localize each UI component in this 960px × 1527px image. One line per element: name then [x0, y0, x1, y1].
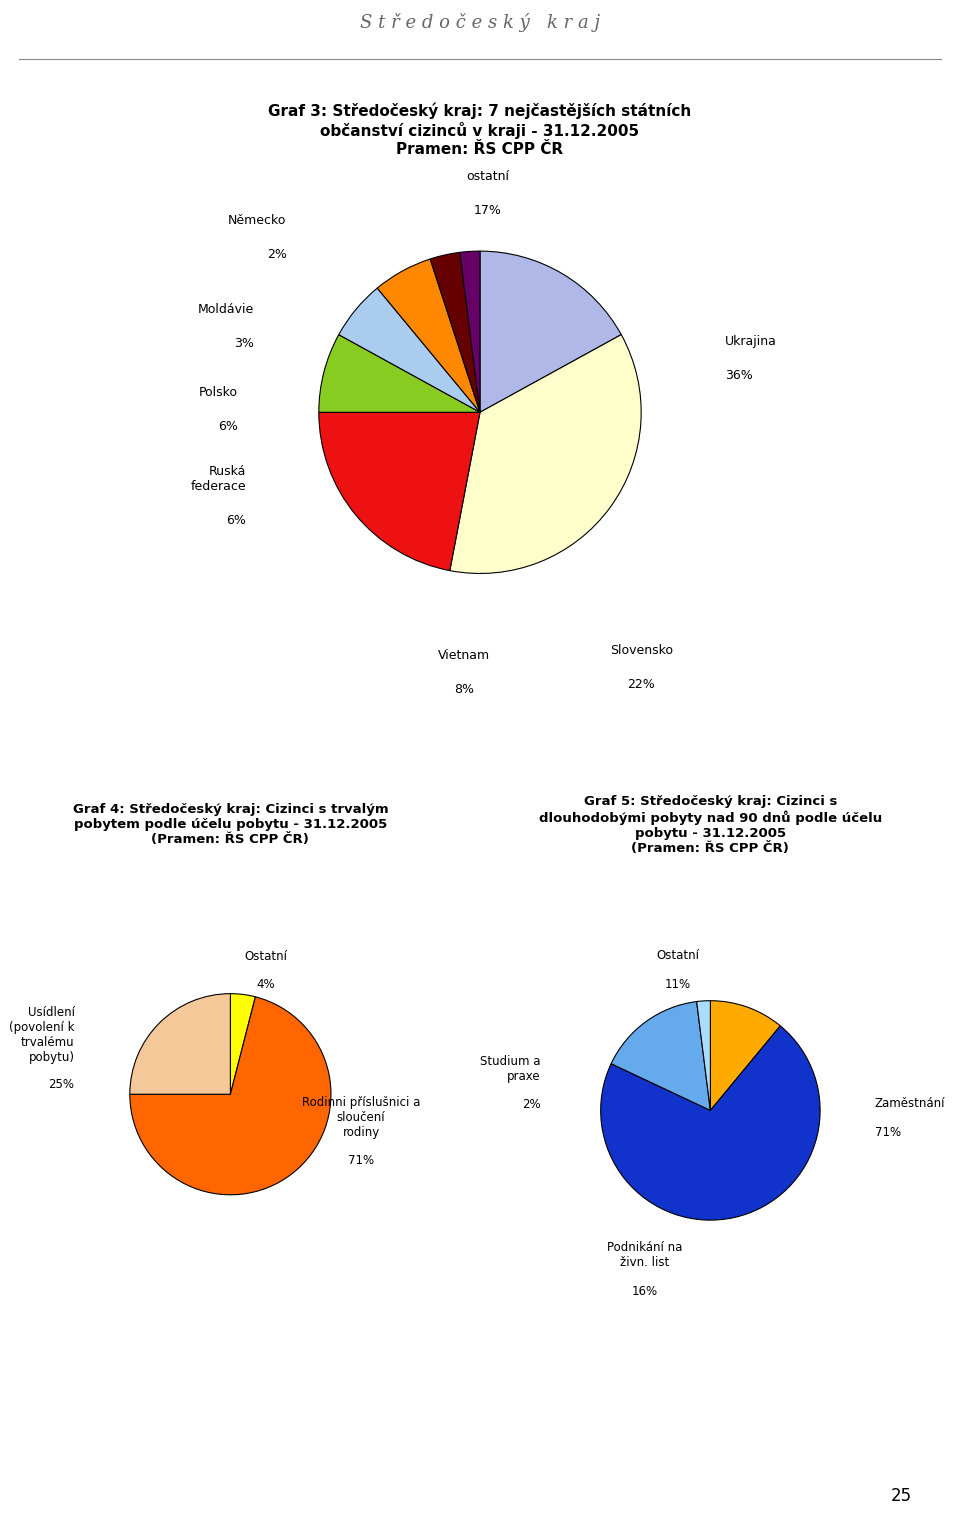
- Text: Německo: Německo: [228, 214, 287, 228]
- Wedge shape: [450, 334, 641, 574]
- Text: Zaměstnání: Zaměstnání: [875, 1098, 946, 1110]
- Text: Slovensko: Slovensko: [610, 644, 673, 657]
- Wedge shape: [697, 1000, 710, 1110]
- Wedge shape: [130, 994, 230, 1095]
- Wedge shape: [377, 260, 480, 412]
- Text: 11%: 11%: [664, 977, 690, 991]
- Text: S t ř e d o č e s k ý   k r a j: S t ř e d o č e s k ý k r a j: [360, 14, 600, 32]
- Text: Studium a
praxe: Studium a praxe: [480, 1055, 540, 1083]
- Wedge shape: [460, 250, 480, 412]
- Text: 25%: 25%: [49, 1078, 75, 1092]
- Wedge shape: [319, 412, 480, 571]
- Wedge shape: [339, 289, 480, 412]
- Text: 2%: 2%: [267, 247, 287, 261]
- Wedge shape: [710, 1000, 780, 1110]
- Text: Vietnam: Vietnam: [438, 649, 490, 663]
- Text: 16%: 16%: [632, 1284, 658, 1298]
- Text: 8%: 8%: [454, 683, 474, 696]
- Text: Moldávie: Moldávie: [198, 302, 254, 316]
- Wedge shape: [612, 1002, 710, 1110]
- Text: Graf 4: Středočeský kraj: Cizinci s trvalým
pobytem podle účelu pobytu - 31.12.2: Graf 4: Středočeský kraj: Cizinci s trva…: [73, 803, 388, 846]
- Text: 17%: 17%: [474, 205, 502, 217]
- Text: Podnikání na
živn. list: Podnikání na živn. list: [607, 1241, 683, 1269]
- Wedge shape: [230, 994, 255, 1095]
- Text: Ostatní: Ostatní: [656, 950, 699, 962]
- Wedge shape: [319, 334, 480, 412]
- Text: 6%: 6%: [218, 420, 238, 434]
- Text: 36%: 36%: [725, 368, 753, 382]
- Wedge shape: [601, 1026, 820, 1220]
- Wedge shape: [430, 252, 480, 412]
- Text: 71%: 71%: [348, 1153, 374, 1167]
- Text: Ruská
federace: Ruská federace: [191, 464, 247, 493]
- Text: Rodinni příslušnici a
sloučení
rodiny: Rodinni příslušnici a sloučení rodiny: [302, 1096, 420, 1139]
- Text: Polsko: Polsko: [200, 386, 238, 400]
- Text: 3%: 3%: [234, 336, 254, 350]
- Text: Ostatní: Ostatní: [244, 950, 287, 964]
- Text: 22%: 22%: [627, 678, 655, 692]
- Text: Graf 3: Středočeský kraj: 7 nejčastějších státních
občanství cizinců v kraji - 3: Graf 3: Středočeský kraj: 7 nejčastějšíc…: [269, 102, 691, 157]
- Wedge shape: [480, 250, 621, 412]
- Text: 2%: 2%: [521, 1098, 540, 1112]
- Text: Usídlení
(povolení k
trvalému
pobytu): Usídlení (povolení k trvalému pobytu): [9, 1006, 75, 1064]
- Text: 6%: 6%: [227, 513, 247, 527]
- Text: 71%: 71%: [875, 1125, 901, 1139]
- Text: 25: 25: [891, 1487, 912, 1506]
- Wedge shape: [130, 997, 331, 1194]
- Text: Graf 5: Středočeský kraj: Cizinci s
dlouhodobými pobyty nad 90 dnů podle účelu
p: Graf 5: Středočeský kraj: Cizinci s dlou…: [539, 794, 882, 855]
- Text: ostatní: ostatní: [467, 171, 510, 183]
- Text: Ukrajina: Ukrajina: [725, 334, 777, 348]
- Text: 4%: 4%: [256, 977, 275, 991]
